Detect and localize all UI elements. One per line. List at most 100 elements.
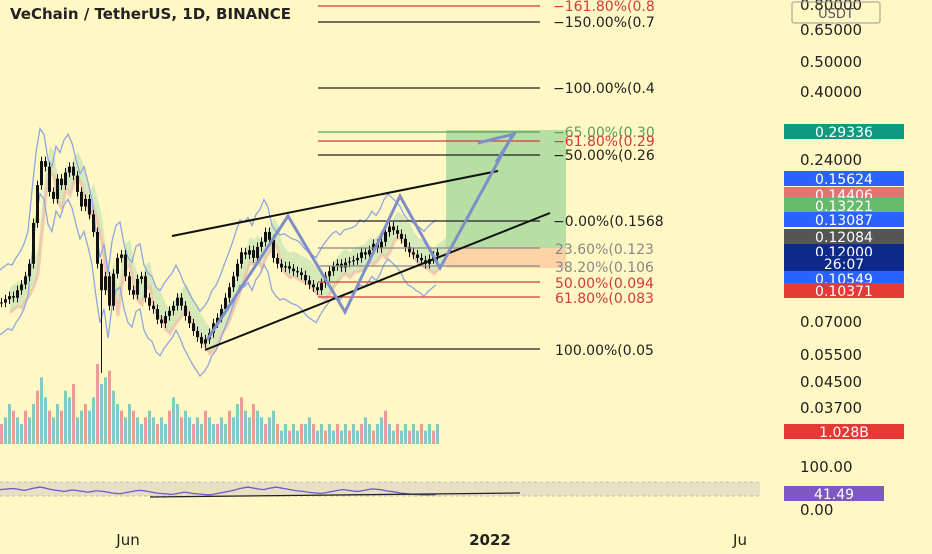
candle-body [124, 254, 127, 277]
candle-body [172, 305, 175, 311]
volume-bar [392, 430, 395, 444]
volume-bar [0, 424, 3, 444]
volume-bar [244, 410, 247, 444]
rsi-trendline [149, 492, 521, 498]
volume-bar [172, 397, 175, 444]
candle-body [420, 257, 423, 261]
price-badge-label: 0.29336 [815, 125, 873, 141]
volume-bar [36, 390, 39, 444]
volume-bar [208, 417, 211, 444]
candle-body [200, 337, 203, 344]
candle-body [308, 280, 311, 285]
volume-bar [408, 430, 411, 444]
price-badge-label: 0.10371 [815, 284, 873, 300]
price-badge [784, 171, 904, 186]
volume-bar [184, 410, 187, 444]
volume-bar [308, 417, 311, 444]
currency-box[interactable] [791, 1, 881, 24]
chart-title: VeChain / TetherUS, 1D, BINANCE [10, 5, 291, 23]
volume-bar [212, 424, 215, 444]
candle-body [20, 284, 23, 291]
price-axis[interactable]: 0.80000 0.65000 0.50000 0.40000 0.24000 0.070… [800, 0, 862, 519]
rsi-tick: 0.00 [800, 501, 833, 519]
candle-body [380, 241, 383, 249]
candle-body [16, 290, 19, 298]
candle-body [152, 305, 155, 310]
volume-bar [352, 424, 355, 444]
candle-body [264, 232, 267, 242]
price-badge [784, 244, 904, 259]
volume-bar [160, 417, 163, 444]
fib-lower-label: 50.00%(0.094 [555, 276, 654, 292]
price-tick: 0.65000 [800, 21, 862, 39]
candle-body [256, 246, 259, 258]
candle-body [24, 276, 27, 285]
volume-bar [32, 404, 35, 444]
candle-body [44, 161, 47, 167]
candle-body [364, 252, 367, 255]
candle-body [392, 226, 395, 231]
volume-bar [192, 424, 195, 444]
candle-body [84, 198, 87, 207]
fib-upper-label: −65.00%(0.30 [553, 125, 655, 141]
volume-badge-label: 1.028B [819, 425, 869, 441]
time-tick: 2022 [469, 531, 511, 549]
candle-body [92, 214, 95, 233]
candle-body [300, 272, 303, 276]
candle-body [128, 276, 131, 291]
channel-lower [204, 212, 551, 351]
volume-bar [428, 424, 431, 444]
candle-body [192, 323, 195, 332]
candle-body [112, 273, 115, 306]
volume-bar [68, 397, 71, 444]
candle-body [404, 238, 407, 247]
volume-bar [336, 424, 339, 444]
fibonacci-levels: −161.80%(0.8−150.00%(0.7 −100.00%(0.4 −65.… [318, 0, 664, 359]
candle-body [184, 305, 187, 316]
volume-bar [328, 424, 331, 444]
volume-bar [108, 370, 111, 444]
candle-body [168, 310, 171, 316]
candle-body [108, 276, 111, 306]
price-badge [784, 283, 904, 298]
volume-bar [300, 424, 303, 444]
volume-bar [332, 430, 335, 444]
price-tick: 0.80000 [800, 0, 862, 14]
time-axis[interactable]: Jun 2022 Ju [115, 531, 747, 549]
fib-lower-label: 61.80%(0.083 [555, 291, 654, 307]
candle-body [384, 232, 387, 242]
volume-bar [156, 424, 159, 444]
fib-upper-label: −100.00%(0.4 [553, 81, 655, 97]
volume-bars [0, 364, 439, 444]
volume-bar [380, 417, 383, 444]
candle-body [412, 252, 415, 255]
fib-lower-label: 38.20%(0.106 [555, 260, 654, 276]
candle-body [228, 287, 231, 298]
volume-bar [60, 410, 63, 444]
candle-body [288, 266, 291, 269]
candle-body [180, 297, 183, 306]
candle-body [0, 302, 3, 304]
volume-bar [28, 417, 31, 444]
fib-upper-label: −150.00%(0.7 [553, 15, 655, 31]
candle-body [388, 226, 391, 233]
candle-body [196, 331, 199, 338]
volume-bar [8, 404, 11, 444]
candle-body [160, 319, 163, 324]
candle-body [332, 266, 335, 272]
volume-bar [340, 430, 343, 444]
volume-bar [292, 424, 295, 444]
volume-bar [180, 417, 183, 444]
rsi-badge-label: 41.49 [814, 487, 854, 503]
candle-body [400, 233, 403, 239]
price-tick: 0.07000 [800, 313, 862, 331]
volume-bar [280, 430, 283, 444]
price-tick: 0.03700 [800, 399, 862, 417]
volume-bar [272, 410, 275, 444]
candle-body [236, 263, 239, 277]
volume-bar [200, 424, 203, 444]
channel-lines[interactable] [171, 131, 551, 351]
